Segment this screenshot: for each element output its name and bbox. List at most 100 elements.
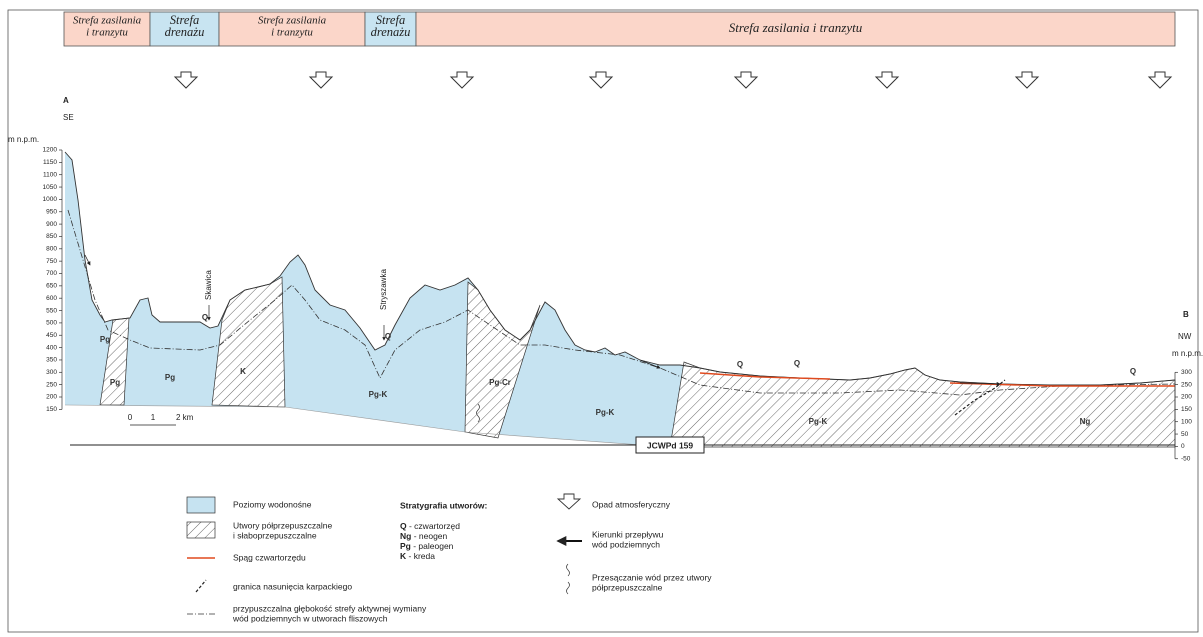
legend-text: i słaboprzepuszczalne: [233, 530, 317, 540]
tick-label: 200: [46, 394, 57, 401]
unit-label: Pg: [165, 373, 175, 382]
scale-label: 2 km: [176, 413, 194, 422]
legend-swatch: [187, 522, 215, 538]
tick-label: 800: [46, 246, 57, 253]
tick-label: 600: [46, 295, 57, 302]
quaternary-label: Q: [202, 313, 208, 322]
right-axis-unit: m n.p.m.: [1172, 349, 1203, 358]
strat-desc: - kreda: [406, 551, 435, 561]
rain-arrow: [1149, 72, 1171, 88]
unit-label: Pg-Cr: [489, 378, 511, 387]
tick-label: 200: [1181, 394, 1192, 401]
legend-text: Opad atmosferyczny: [592, 499, 671, 509]
legend-text: Utwory półprzepuszczalne: [233, 520, 332, 530]
tick-label: 300: [46, 369, 57, 376]
quaternary-label: Q: [1130, 367, 1136, 376]
legend-text: Poziomy wodonośne: [233, 499, 312, 509]
strat-item: Ng - neogen: [400, 531, 448, 541]
cross-section-page: Strefa zasilaniai tranzytuStrefadrenażuS…: [0, 0, 1203, 637]
strat-item: Pg - paleogen: [400, 541, 454, 551]
river-name: Skawica: [204, 270, 213, 300]
tick-label: 1200: [43, 147, 58, 154]
quaternary-label: Q: [385, 332, 391, 341]
strat-abbr: Pg: [400, 541, 411, 551]
unit-label: K: [240, 367, 246, 376]
unit-label: Pg: [110, 378, 120, 387]
tick-label: 150: [46, 406, 57, 413]
rain-arrow: [1016, 72, 1038, 88]
zone-label: i tranzytu: [86, 27, 128, 39]
unit-label: Pg-K: [596, 408, 615, 417]
strat-desc: - neogen: [411, 531, 447, 541]
zones-bar: Strefa zasilaniai tranzytuStrefadrenażuS…: [64, 12, 1175, 46]
strat-item: K - kreda: [400, 551, 435, 561]
tick-label: 450: [46, 332, 57, 339]
legend-swatch: [558, 494, 580, 509]
tick-label: 650: [46, 283, 57, 290]
unit-label: Pg-K: [809, 417, 828, 426]
tick-label: 0: [1181, 443, 1185, 450]
scale-label: 0: [128, 413, 133, 422]
semi-permeable: [212, 277, 285, 407]
tick-label: 850: [46, 233, 57, 240]
zone-label: Strefa zasilania i tranzytu: [729, 20, 863, 35]
tick-label: 400: [46, 344, 57, 351]
left-axis-unit: m n.p.m.: [8, 135, 39, 144]
scale-bar: 0 1 2 km: [128, 413, 194, 425]
geology: [65, 152, 1175, 447]
legend-text: Spąg czwartorzędu: [233, 552, 306, 562]
legend-text: Kierunki przepływu: [592, 529, 664, 539]
tick-label: 700: [46, 270, 57, 277]
legend-swatch: [196, 580, 206, 592]
rain-arrows: [175, 72, 1171, 88]
zone-label: drenażu: [165, 25, 205, 39]
legend-text: przypuszczalna głębokość strefy aktywnej…: [233, 603, 427, 613]
strat-desc: - czwartorzęd: [407, 521, 461, 531]
rain-arrow: [735, 72, 757, 88]
tick-label: 500: [46, 320, 57, 327]
zone-label: i tranzytu: [271, 27, 313, 39]
tick-label: 1150: [43, 159, 57, 166]
tick-label: 50: [1181, 431, 1189, 438]
strat-item: Q - czwartorzęd: [400, 521, 460, 531]
tick-label: 750: [46, 258, 57, 265]
tick-label: 100: [1181, 418, 1192, 425]
start-direction: SE: [63, 113, 74, 122]
rain-arrow: [451, 72, 473, 88]
legend-text: półprzepuszczalne: [592, 582, 663, 592]
legend-swatch: [567, 564, 570, 594]
legend-title: Stratygrafia utworów:: [400, 500, 488, 510]
tick-label: 150: [1181, 406, 1192, 413]
legend-text: granica nasunięcia karpackiego: [233, 581, 352, 591]
tick-label: 350: [46, 357, 57, 364]
legend-text: wód podziemnych: [591, 539, 660, 549]
tick-label: 1000: [43, 196, 58, 203]
tick-label: 950: [46, 208, 57, 215]
tick-label: 550: [46, 307, 57, 314]
scale-label: 1: [151, 413, 156, 422]
legend-text: Przesączanie wód przez utwory: [592, 572, 712, 582]
tick-label: -50: [1181, 455, 1191, 462]
unit-label: Pg: [100, 335, 110, 344]
body-label: JCWPd 159: [647, 440, 694, 450]
quaternary-label: Q: [737, 360, 743, 369]
end-direction: NW: [1178, 332, 1192, 341]
zone-label: drenażu: [371, 25, 411, 39]
zone-label: Strefa zasilania: [258, 15, 327, 27]
tick-label: 250: [1181, 381, 1192, 388]
unit-label: Pg-K: [369, 390, 388, 399]
end-label: B: [1183, 310, 1189, 319]
tick-label: 900: [46, 221, 57, 228]
legend: Poziomy wodonośne Utwory półprzepuszczal…: [187, 494, 712, 623]
quaternary-label: Q: [794, 359, 800, 368]
rain-arrow: [876, 72, 898, 88]
tick-label: 300: [1181, 369, 1192, 376]
strat-abbr: Ng: [400, 531, 411, 541]
tick-label: 1050: [43, 184, 58, 191]
rain-arrow: [175, 72, 197, 88]
river-name: Stryszawka: [379, 269, 388, 310]
rain-arrow: [310, 72, 332, 88]
legend-text: wód podziemnych w utworach fliszowych: [232, 613, 388, 623]
tick-label: 250: [46, 381, 57, 388]
start-label: A: [63, 96, 69, 105]
